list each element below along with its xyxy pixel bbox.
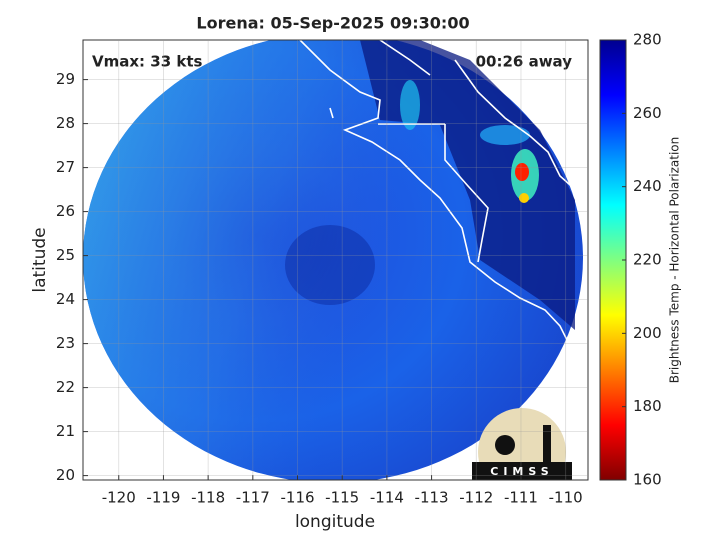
logo-icon bbox=[495, 435, 515, 455]
logo: CIMSS bbox=[472, 408, 572, 480]
x-tick-label: -118 bbox=[191, 489, 225, 507]
colorbar bbox=[599, 39, 627, 481]
x-tick-label: -110 bbox=[549, 489, 583, 507]
image: CIMSS bbox=[83, 40, 583, 480]
feature bbox=[400, 80, 420, 130]
y-tick-label: 27 bbox=[56, 158, 75, 176]
logo-bar bbox=[472, 462, 572, 480]
logo-text: CIMSS bbox=[490, 465, 553, 478]
colorbar-tick-label: 280 bbox=[633, 31, 662, 49]
x-tick-label: -114 bbox=[370, 489, 404, 507]
x-tick-label: -120 bbox=[102, 489, 136, 507]
logo-disc bbox=[478, 408, 566, 480]
x-tick-label: -113 bbox=[415, 489, 449, 507]
y-tick-label: 21 bbox=[56, 422, 75, 440]
y-tick-label: 29 bbox=[56, 70, 75, 88]
y-tick-label: 26 bbox=[56, 202, 75, 220]
chart-title: Lorena: 05-Sep-2025 09:30:00 bbox=[196, 14, 469, 33]
colorbar-tick-label: 180 bbox=[633, 397, 662, 415]
x-tick-label: -111 bbox=[504, 489, 538, 507]
y-tick-label: 23 bbox=[56, 334, 75, 352]
x-tick-label: -116 bbox=[280, 489, 314, 507]
y-tick-label: 25 bbox=[56, 246, 75, 264]
colorbar-tick-label: 200 bbox=[633, 324, 662, 342]
colorbar-tick-label: 260 bbox=[633, 104, 662, 122]
logo-icon bbox=[543, 425, 551, 462]
annotation: 00:26 away bbox=[476, 53, 573, 71]
x-tick-label: -119 bbox=[146, 489, 180, 507]
annotation: Vmax: 33 kts bbox=[92, 53, 202, 71]
coastline bbox=[299, 40, 579, 347]
colorbar-tick-label: 220 bbox=[633, 251, 662, 269]
y-axis-label: latitude bbox=[30, 227, 50, 292]
storm-center bbox=[285, 225, 375, 305]
feature bbox=[515, 163, 529, 181]
x-axis-label: longitude bbox=[295, 512, 375, 532]
feature bbox=[480, 125, 530, 145]
feature bbox=[519, 193, 529, 203]
colorbar-tick-label: 160 bbox=[633, 471, 662, 489]
y-tick-label: 28 bbox=[56, 114, 75, 132]
x-tick-label: -115 bbox=[325, 489, 359, 507]
x-tick-label: -117 bbox=[236, 489, 270, 507]
y-tick-label: 20 bbox=[56, 466, 75, 484]
colorbar-tick-label: 240 bbox=[633, 177, 662, 195]
y-tick-label: 24 bbox=[56, 290, 75, 308]
plot-frame bbox=[82, 39, 589, 481]
y-tick-label: 22 bbox=[56, 378, 75, 396]
colorbar-label: Brightness Temp - Horizontal Polarizatio… bbox=[668, 137, 682, 384]
x-tick-label: -112 bbox=[459, 489, 493, 507]
